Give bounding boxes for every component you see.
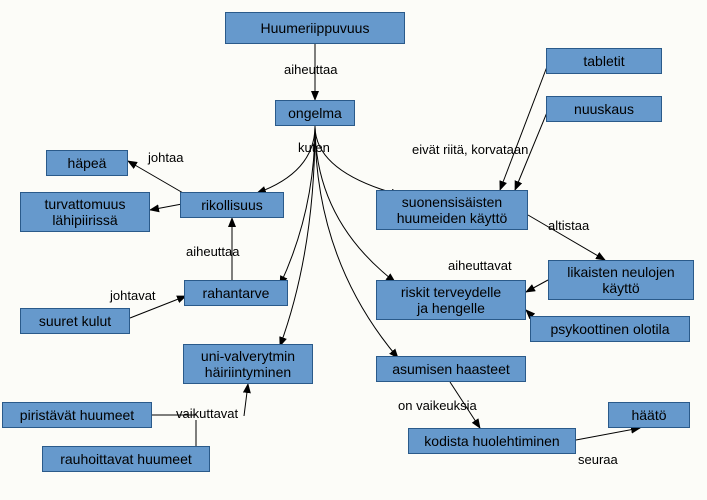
edge-label-altistaa: altistaa — [548, 218, 589, 233]
node-root: Huumeriippuvuus — [225, 12, 405, 44]
node-kodista: kodista huolehtiminen — [408, 428, 576, 454]
edge-kodista-haato — [576, 428, 640, 440]
edge-univalve-vaik_lbl — [244, 384, 248, 416]
edge-label-vaikuttavat: vaikuttavat — [176, 406, 238, 421]
edge-ongelma-asuminen — [315, 126, 398, 358]
node-hapea: häpeä — [46, 150, 128, 176]
edge-ongelma-univalve — [280, 126, 315, 346]
node-haato: häätö — [608, 402, 690, 428]
node-pirist: piristävät huumeet — [2, 402, 152, 428]
edge-label-eivat: eivät riitä, korvataan — [412, 142, 528, 157]
node-suuret: suuret kulut — [20, 308, 130, 334]
node-rikoll: rikollisuus — [180, 192, 284, 218]
node-suonen: suonensisäisten huumeiden käyttö — [376, 190, 528, 230]
node-univalve: uni-valverytmin häiriintyminen — [183, 344, 313, 384]
node-tabletit: tabletit — [546, 48, 662, 74]
node-rauh: rauhoittavat huumeet — [42, 446, 210, 472]
concept-map: Huumeriippuvuus ongelma tabletit nuuskaus hä… — [0, 0, 707, 500]
node-ongelma: ongelma — [275, 100, 355, 126]
node-asuminen: asumisen haasteet — [376, 356, 526, 382]
edge-label-kuten: kuten — [298, 140, 330, 155]
edge-label-onvaik: on vaikeuksia — [398, 398, 477, 413]
edge-label-seuraa: seuraa — [578, 452, 618, 467]
edge-ongelma-suonen — [315, 126, 400, 195]
edge-label-aiheuttaa2: aiheuttaa — [186, 244, 240, 259]
node-riskit: riskit terveydelle ja hengelle — [376, 280, 526, 320]
node-psyk: psykoottinen olotila — [530, 316, 690, 342]
node-rahan: rahantarve — [184, 280, 288, 306]
edge-label-aiheuttavat: aiheuttavat — [448, 258, 512, 273]
node-turv: turvattomuus lähipiirissä — [20, 192, 150, 232]
edge-label-johtaa: johtaa — [148, 150, 183, 165]
edge-rikoll-turv — [150, 204, 182, 210]
node-neulat: likaisten neulojen käyttö — [548, 260, 694, 300]
edge-label-johtavat: johtavat — [110, 288, 156, 303]
edge-ongelma-rikoll — [257, 126, 315, 193]
edge-label-aiheuttaa1: aiheuttaa — [284, 62, 338, 77]
node-nuuskaus: nuuskaus — [546, 96, 662, 122]
edge-tabletit-suonen — [500, 64, 548, 190]
edge-neulat-riskit — [526, 280, 548, 292]
